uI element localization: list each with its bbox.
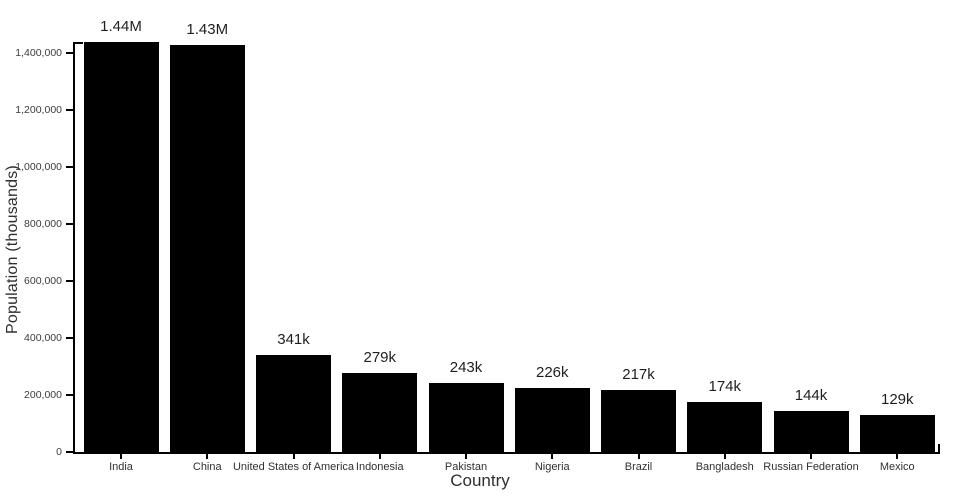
- x-axis-line: [73, 452, 940, 454]
- bar-value-label-nigeria: 226k: [535, 363, 569, 381]
- y-tick-mark: [66, 223, 73, 226]
- y-tick-mark: [66, 394, 73, 397]
- y-axis-title: Population (thousands): [4, 165, 21, 335]
- bar-value-label-pakistan: 243k: [449, 358, 483, 376]
- x-tick-mark: [465, 454, 467, 459]
- bar-china: [169, 44, 245, 452]
- y-tick-label: 200,000: [24, 388, 62, 401]
- x-tick-label-brazil: Brazil: [624, 461, 653, 473]
- bar-value-label-bangladesh: 174k: [708, 378, 742, 396]
- bar-value-label-china: 1.43M: [186, 20, 229, 38]
- bar-india: [83, 42, 159, 452]
- bar-indonesia: [342, 372, 418, 452]
- y-tick-label: 600,000: [24, 274, 62, 287]
- x-axis-right-cap: [938, 444, 940, 452]
- y-tick-mark: [66, 166, 73, 169]
- x-tick-mark: [120, 454, 122, 459]
- y-axis-line: [73, 42, 75, 454]
- x-tick-mark: [896, 454, 899, 459]
- x-tick-mark: [292, 454, 295, 459]
- y-tick-label: 1,200,000: [15, 103, 62, 116]
- x-tick-label-indonesia: Indonesia: [355, 461, 404, 473]
- bar-pakistan: [428, 382, 504, 452]
- y-tick-mark: [66, 52, 73, 55]
- x-tick-mark: [551, 454, 554, 459]
- bar-nigeria: [514, 387, 590, 452]
- bar-value-label-united-states-of-america: 341k: [277, 330, 310, 348]
- y-tick-mark: [66, 451, 73, 453]
- y-axis-top-cap: [75, 42, 83, 44]
- bar-value-label-mexico: 129k: [880, 391, 914, 409]
- y-tick-label: 1,000,000: [15, 160, 62, 173]
- bar-value-label-indonesia: 279k: [363, 348, 397, 366]
- y-tick-mark: [66, 337, 73, 340]
- bar-value-label-russian-federation: 144k: [794, 387, 828, 404]
- bar-bangladesh: [687, 402, 763, 452]
- x-tick-label-nigeria: Nigeria: [534, 461, 570, 473]
- x-tick-mark: [378, 454, 381, 459]
- x-tick-label-russian-federation: Russian Federation: [763, 461, 859, 473]
- x-tick-label-china: China: [192, 461, 222, 473]
- bar-value-label-india: 1.44M: [100, 18, 142, 35]
- bar-russian-federation: [773, 411, 849, 452]
- x-tick-mark: [723, 454, 726, 459]
- y-tick-mark: [66, 280, 73, 283]
- x-tick-mark: [637, 454, 640, 459]
- x-axis-title: Country: [450, 471, 510, 490]
- bar-value-label-brazil: 217k: [622, 366, 655, 384]
- x-tick-mark: [206, 454, 209, 459]
- y-tick-label: 0: [56, 445, 62, 458]
- x-tick-label-united-states-of-america: United States of America: [232, 461, 355, 473]
- y-tick-label: 1,400,000: [15, 46, 62, 59]
- bar-mexico: [859, 415, 935, 452]
- bar-united-states-of-america: [256, 354, 331, 452]
- x-tick-label-india: India: [109, 461, 133, 473]
- bar-brazil: [601, 390, 676, 452]
- y-tick-label: 400,000: [24, 331, 62, 344]
- y-tick-mark: [66, 109, 73, 112]
- x-tick-label-bangladesh: Bangladesh: [695, 461, 754, 473]
- x-tick-mark: [810, 454, 812, 459]
- y-tick-label: 800,000: [24, 217, 62, 230]
- x-tick-label-pakistan: Pakistan: [444, 461, 488, 473]
- x-tick-label-mexico: Mexico: [879, 461, 915, 473]
